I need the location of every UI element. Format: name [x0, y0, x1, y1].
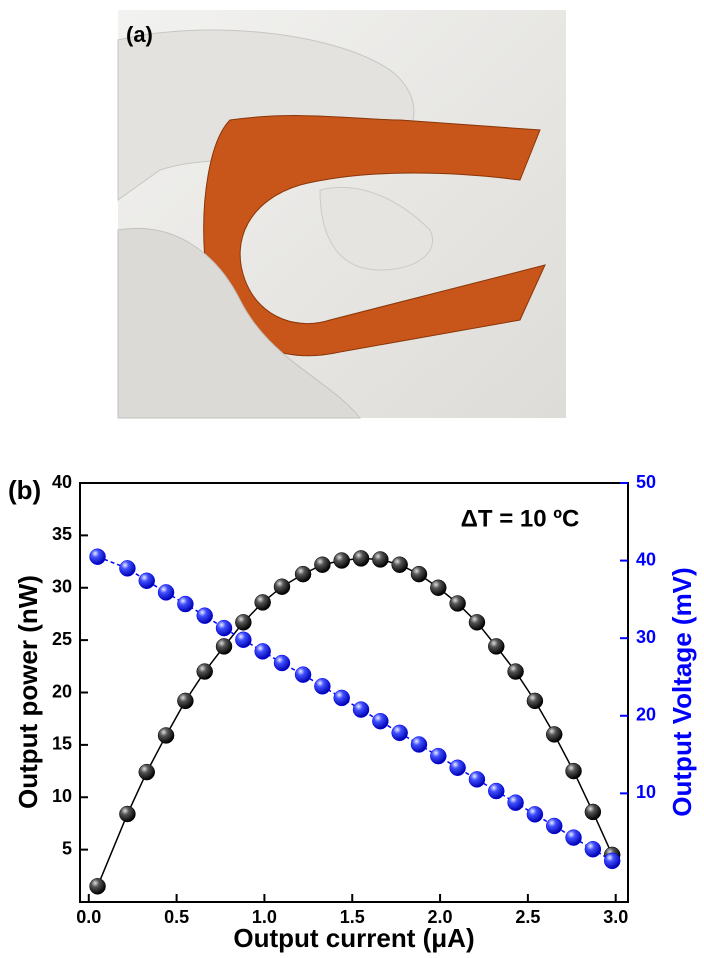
y2-axis-title: Output Voltage (mV)	[667, 567, 697, 816]
y2-tick-label: 10	[636, 782, 656, 802]
plot-frame	[80, 483, 628, 902]
y2-tick-label: 50	[636, 472, 656, 492]
x-tick-label: 0.0	[76, 907, 101, 927]
y2-tick-label: 30	[636, 627, 656, 647]
y-tick-label: 20	[52, 681, 72, 701]
data-point	[411, 736, 427, 752]
data-point	[255, 594, 271, 610]
data-point	[158, 584, 174, 600]
x-tick-label: 3.0	[603, 907, 628, 927]
data-point	[392, 557, 408, 573]
y2-tick-label: 20	[636, 705, 656, 725]
chart: (b) ΔT = 10 ºC Output current (μA) Outpu…	[8, 472, 697, 953]
y-tick-label: 10	[52, 786, 72, 806]
data-point	[488, 638, 504, 654]
data-point	[216, 638, 232, 654]
data-point	[488, 783, 504, 799]
data-point	[139, 764, 155, 780]
data-point	[546, 818, 562, 834]
y-tick-label: 25	[52, 629, 72, 649]
data-point	[334, 690, 350, 706]
x-axis-title: Output current (μA)	[233, 923, 474, 953]
data-point	[372, 713, 388, 729]
data-point	[508, 664, 524, 680]
x-tick-label: 1.0	[252, 907, 277, 927]
data-point	[585, 841, 601, 857]
series-line	[98, 558, 613, 886]
data-point	[177, 693, 193, 709]
data-point	[216, 620, 232, 636]
data-point	[392, 725, 408, 741]
data-point	[295, 667, 311, 683]
panel-label: (a)	[126, 22, 153, 47]
data-point	[430, 580, 446, 596]
data-point	[197, 608, 213, 624]
data-point	[411, 566, 427, 582]
data-point	[353, 550, 369, 566]
data-point	[158, 727, 174, 743]
data-point	[527, 693, 543, 709]
x-tick-label: 2.5	[515, 907, 540, 927]
panel-label: (b)	[8, 475, 41, 505]
y-tick-label: 30	[52, 577, 72, 597]
y2-tick-label: 40	[636, 549, 656, 569]
data-point	[119, 560, 135, 576]
data-point	[585, 804, 601, 820]
x-tick-label: 0.5	[164, 907, 189, 927]
data-point	[235, 614, 251, 630]
data-point	[566, 763, 582, 779]
annotation: ΔT = 10 ºC	[461, 505, 580, 532]
y-axis-title: Output power (nW)	[13, 575, 43, 809]
data-point	[295, 566, 311, 582]
data-point	[90, 878, 106, 894]
data-point	[119, 806, 135, 822]
data-point	[566, 830, 582, 846]
data-point	[314, 557, 330, 573]
photo: (a)	[118, 10, 566, 418]
figure: (a) (b) ΔT = 10 ºC Output current (μA) O…	[0, 0, 704, 953]
x-tick-label: 2.0	[428, 907, 453, 927]
data-point	[90, 549, 106, 565]
data-point	[527, 806, 543, 822]
data-point	[274, 655, 290, 671]
data-point	[255, 643, 271, 659]
data-point	[546, 726, 562, 742]
data-point	[197, 664, 213, 680]
data-point	[430, 748, 446, 764]
y-tick-label: 40	[52, 472, 72, 492]
data-point	[604, 853, 620, 869]
data-point	[450, 760, 466, 776]
data-point	[508, 795, 524, 811]
data-point	[450, 595, 466, 611]
y-tick-label: 5	[62, 838, 72, 858]
data-point	[469, 771, 485, 787]
data-point	[139, 573, 155, 589]
y-tick-label: 35	[52, 524, 72, 544]
data-point	[235, 632, 251, 648]
data-point	[469, 614, 485, 630]
x-tick-label: 1.5	[340, 907, 365, 927]
data-point	[274, 579, 290, 595]
data-point	[334, 553, 350, 569]
data-point	[372, 551, 388, 567]
data-point	[177, 596, 193, 612]
data-point	[353, 702, 369, 718]
y-tick-label: 15	[52, 734, 72, 754]
data-point	[314, 678, 330, 694]
